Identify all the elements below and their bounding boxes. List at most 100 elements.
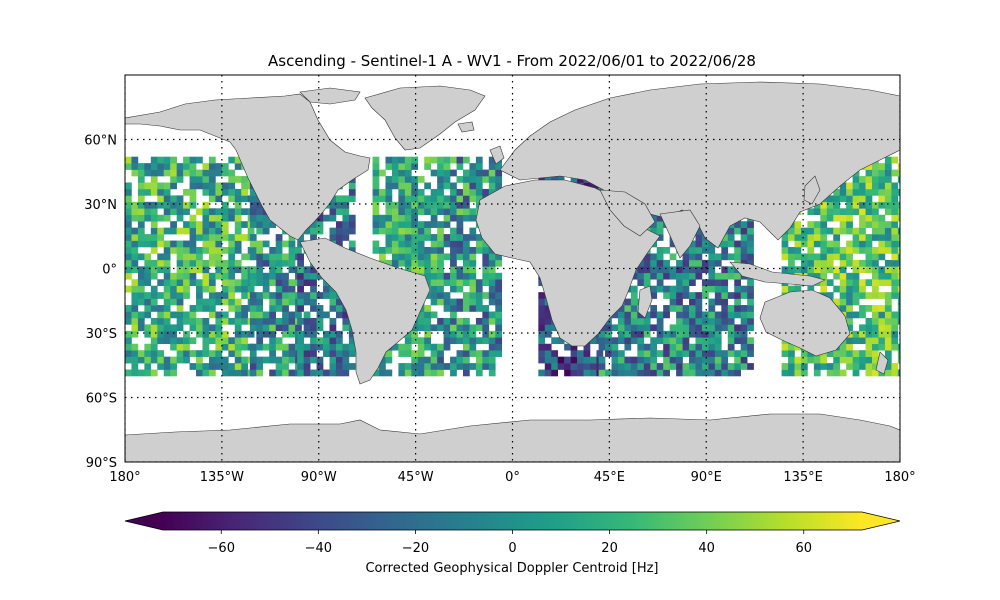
data-cell xyxy=(262,343,270,351)
data-cell xyxy=(794,363,802,370)
data-cell xyxy=(228,337,236,345)
data-cell xyxy=(437,169,444,177)
data-cell xyxy=(411,227,419,235)
data-cell xyxy=(682,343,690,351)
data-cell xyxy=(241,208,249,216)
data-cell xyxy=(228,214,236,222)
data-cell xyxy=(800,234,808,241)
data-cell xyxy=(150,156,158,164)
data-cell xyxy=(727,234,735,241)
data-cell xyxy=(884,350,892,357)
data-cell xyxy=(872,188,879,196)
data-cell xyxy=(411,176,419,183)
data-cell xyxy=(335,208,343,216)
data-cell xyxy=(189,156,197,164)
data-cell xyxy=(650,253,658,261)
data-cell xyxy=(221,272,229,280)
data-cell xyxy=(443,195,451,203)
data-cell xyxy=(450,285,457,293)
data-cell xyxy=(826,259,834,267)
data-cell xyxy=(348,227,356,235)
data-cell xyxy=(234,279,242,286)
data-cell xyxy=(714,259,722,267)
data-cell xyxy=(372,188,380,196)
data-cell xyxy=(183,227,190,235)
data-cell xyxy=(398,208,406,216)
data-cell xyxy=(695,227,703,235)
data-cell xyxy=(256,298,264,306)
data-cell xyxy=(788,247,795,254)
data-cell xyxy=(144,311,152,319)
data-cell xyxy=(456,298,464,306)
data-cell xyxy=(221,247,229,254)
data-cell xyxy=(137,356,145,364)
data-cell xyxy=(872,221,879,228)
data-cell xyxy=(891,214,899,222)
data-cell xyxy=(372,208,380,216)
data-cell xyxy=(456,240,464,248)
data-cell xyxy=(241,188,249,196)
data-cell xyxy=(663,266,670,274)
data-cell xyxy=(897,259,900,267)
data-cell xyxy=(852,330,860,338)
data-cell xyxy=(404,156,412,164)
data-cell xyxy=(150,163,158,170)
data-cell xyxy=(872,356,879,364)
data-cell xyxy=(544,369,552,377)
data-cell xyxy=(734,285,741,293)
data-cell xyxy=(288,330,296,338)
data-cell xyxy=(482,330,490,338)
data-cell xyxy=(577,356,584,364)
data-cell xyxy=(826,227,834,235)
data-cell xyxy=(807,253,815,261)
data-cell xyxy=(656,324,664,332)
data-cell xyxy=(303,311,311,319)
data-cell xyxy=(137,234,145,241)
data-cell xyxy=(256,240,264,248)
data-cell xyxy=(443,337,451,345)
data-cell xyxy=(189,311,197,319)
data-cell xyxy=(241,176,249,183)
data-cell xyxy=(202,272,210,280)
land-north-america xyxy=(125,93,371,241)
data-cell xyxy=(859,247,866,254)
colorbar-tick-label: 40 xyxy=(698,541,715,556)
data-cell xyxy=(544,330,552,338)
data-cell xyxy=(469,266,477,274)
data-cell xyxy=(682,285,690,293)
data-cell xyxy=(208,221,216,228)
data-cell xyxy=(404,253,412,261)
data-cell xyxy=(189,227,197,235)
data-cell xyxy=(708,330,716,338)
data-cell xyxy=(131,356,139,364)
data-cell xyxy=(183,317,190,325)
data-cell xyxy=(157,188,165,196)
data-cell xyxy=(701,337,709,345)
data-cell xyxy=(404,363,412,370)
data-cell xyxy=(878,240,886,248)
data-cell xyxy=(695,369,703,377)
lon-tick-label: 135°W xyxy=(200,470,244,485)
data-cell xyxy=(538,305,546,312)
data-cell xyxy=(417,227,425,235)
data-cell xyxy=(249,363,257,370)
data-cell xyxy=(747,285,754,293)
data-cell xyxy=(310,266,317,274)
data-cell xyxy=(144,343,152,351)
data-cell xyxy=(788,259,795,267)
colorbar-tick-label: −20 xyxy=(402,541,429,556)
data-cell xyxy=(488,176,496,183)
data-cell xyxy=(335,227,343,235)
data-cell xyxy=(137,195,145,203)
data-cell xyxy=(249,311,257,319)
data-cell xyxy=(342,208,350,216)
data-cell xyxy=(800,253,808,261)
data-cell xyxy=(170,356,177,364)
data-cell xyxy=(456,253,464,261)
data-cell xyxy=(228,279,236,286)
data-cell xyxy=(456,201,464,209)
data-cell xyxy=(714,285,722,293)
data-cell xyxy=(310,324,317,332)
data-cell xyxy=(807,227,815,235)
data-cell xyxy=(650,363,658,370)
